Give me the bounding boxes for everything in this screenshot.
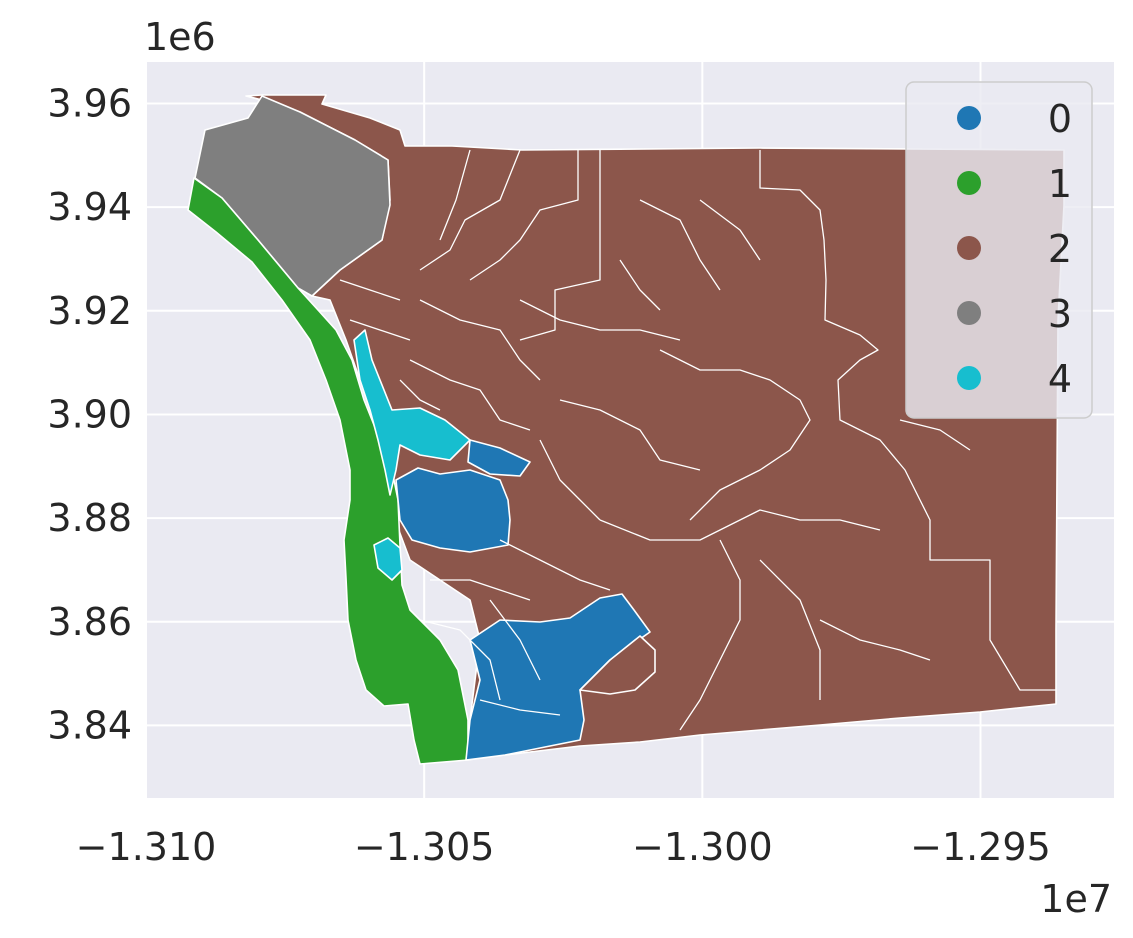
legend: 0 1 2 3 4	[905, 81, 1093, 419]
legend-label: 4	[1048, 357, 1072, 401]
y-offset-text: 1e6	[144, 15, 216, 59]
map-regions	[187, 94, 1065, 765]
y-tick-label: 3.86	[47, 600, 132, 644]
legend-marker	[957, 301, 981, 325]
x-tick-label: −1.305	[354, 825, 495, 869]
legend-marker	[957, 106, 981, 130]
x-tick-labels: −1.310 −1.305 −1.300 −1.295	[76, 825, 1051, 869]
region-cluster-4	[373, 537, 403, 581]
legend-box	[905, 81, 1093, 419]
x-tick-label: −1.295	[910, 825, 1051, 869]
legend-marker	[957, 366, 981, 390]
x-tick-label: −1.310	[76, 825, 217, 869]
y-tick-label: 3.94	[47, 185, 132, 229]
region-cluster-0	[467, 439, 531, 477]
region-cluster-0	[395, 467, 511, 553]
y-tick-label: 3.90	[47, 392, 132, 436]
x-tick-label: −1.300	[632, 825, 773, 869]
y-tick-labels: 3.84 3.86 3.88 3.90 3.92 3.94 3.96	[47, 81, 132, 747]
region-cluster-4	[353, 329, 471, 496]
legend-label: 1	[1048, 162, 1072, 206]
legend-label: 3	[1048, 292, 1072, 336]
y-tick-label: 3.96	[47, 81, 132, 125]
region-cluster-2-interior	[579, 635, 656, 695]
tract-boundaries	[339, 149, 1056, 731]
y-tick-label: 3.92	[47, 289, 132, 333]
legend-label: 2	[1048, 227, 1072, 271]
x-offset-text: 1e7	[1040, 877, 1112, 921]
legend-marker	[957, 171, 981, 195]
legend-label: 0	[1048, 97, 1072, 141]
y-tick-label: 3.88	[47, 496, 132, 540]
legend-marker	[957, 236, 981, 260]
y-tick-label: 3.84	[47, 703, 132, 747]
